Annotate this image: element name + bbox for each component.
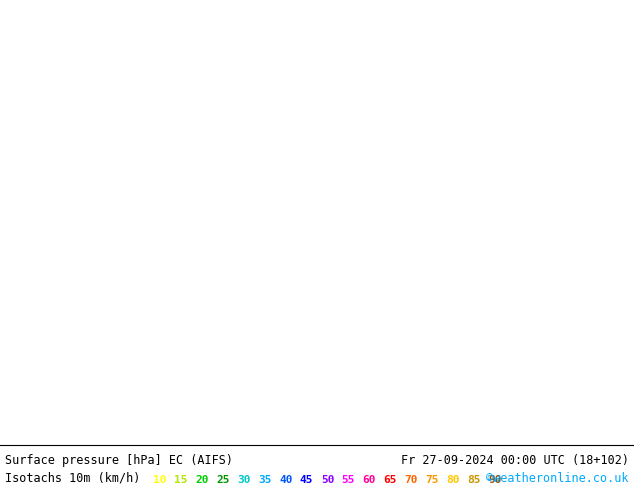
Text: 15: 15 xyxy=(174,475,188,485)
Text: 35: 35 xyxy=(258,475,271,485)
Text: 20: 20 xyxy=(195,475,209,485)
Text: 25: 25 xyxy=(216,475,230,485)
Text: 70: 70 xyxy=(404,475,418,485)
Text: Surface pressure [hPa] EC (AIFS): Surface pressure [hPa] EC (AIFS) xyxy=(5,454,233,467)
Text: 30: 30 xyxy=(237,475,250,485)
Text: 90: 90 xyxy=(488,475,501,485)
Text: Isotachs 10m (km/h): Isotachs 10m (km/h) xyxy=(5,471,141,485)
Text: 40: 40 xyxy=(279,475,292,485)
Text: 75: 75 xyxy=(425,475,439,485)
Text: 80: 80 xyxy=(446,475,460,485)
Text: 50: 50 xyxy=(321,475,334,485)
Text: 60: 60 xyxy=(363,475,376,485)
Text: Fr 27-09-2024 00:00 UTC (18+102): Fr 27-09-2024 00:00 UTC (18+102) xyxy=(401,454,629,467)
Text: ©weatheronline.co.uk: ©weatheronline.co.uk xyxy=(486,471,629,485)
Text: 85: 85 xyxy=(467,475,481,485)
Text: 65: 65 xyxy=(384,475,397,485)
Text: 55: 55 xyxy=(342,475,355,485)
Text: 10: 10 xyxy=(153,475,167,485)
Text: 45: 45 xyxy=(300,475,313,485)
